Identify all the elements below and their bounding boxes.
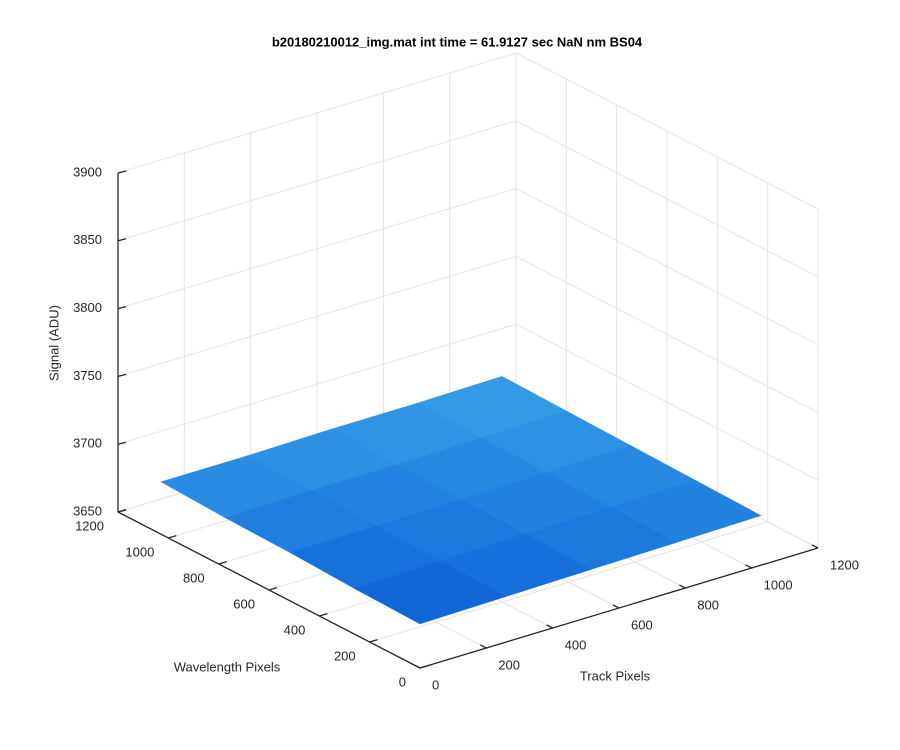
x-tick	[480, 644, 487, 649]
z-tick-label: 3900	[73, 164, 102, 179]
z-tick	[117, 238, 127, 242]
z-axis-label: Signal (ADU)	[46, 305, 61, 381]
z-tick-label: 3700	[73, 436, 102, 451]
z-tick	[117, 441, 127, 445]
y-tick-label: 600	[233, 596, 255, 611]
x-tick-label: 600	[631, 617, 653, 632]
grid-line	[117, 120, 517, 242]
y-tick-label: 400	[284, 622, 306, 637]
x-tick-label: 1200	[830, 557, 859, 572]
grid-line	[117, 255, 517, 377]
y-tick-label: 0	[399, 674, 406, 689]
x-tick-label: 400	[565, 637, 587, 652]
z-tick	[117, 305, 127, 310]
y-tick	[419, 664, 429, 669]
x-tick	[413, 664, 421, 669]
y-axis-label: Wavelength Pixels	[174, 659, 281, 674]
y-tick	[168, 534, 177, 539]
surface-face	[353, 560, 507, 625]
x-tick	[612, 604, 620, 609]
y-tick-label: 1000	[125, 544, 154, 559]
grid-line	[117, 188, 517, 310]
x-tick-label: 1000	[764, 577, 793, 592]
grid-line	[117, 52, 517, 174]
y-tick	[218, 560, 227, 565]
y-tick-label: 1200	[75, 518, 104, 533]
z-tick	[117, 170, 127, 174]
y-tick-label: 200	[334, 648, 356, 663]
x-tick	[546, 624, 553, 629]
grid-line	[515, 255, 819, 413]
grid-line	[369, 521, 768, 643]
y-tick	[369, 638, 378, 643]
x-tick	[679, 584, 686, 589]
grid-line	[515, 52, 819, 210]
z-tick-label: 3650	[73, 503, 102, 518]
x-tick	[745, 564, 752, 569]
x-tick-label: 800	[697, 597, 719, 612]
z-tick-label: 3850	[73, 232, 102, 247]
chart-title: b20180210012_img.mat int time = 61.9127 …	[272, 34, 643, 49]
y-tick	[117, 508, 127, 513]
grid-line	[117, 323, 517, 445]
y-tick	[268, 586, 278, 591]
y-tick-label: 800	[183, 570, 205, 585]
y-tick	[319, 612, 328, 617]
x-axis-label: Track Pixels	[580, 668, 651, 683]
x-tick	[811, 544, 819, 549]
x-tick-label: 200	[498, 657, 520, 672]
z-tick-label: 3800	[73, 300, 102, 315]
z-tick	[117, 373, 127, 378]
grid-line	[515, 120, 819, 278]
grid-line	[515, 188, 819, 346]
z-tick-label: 3750	[73, 368, 102, 383]
grid-line	[515, 323, 819, 481]
x-tick-label: 0	[432, 677, 439, 692]
